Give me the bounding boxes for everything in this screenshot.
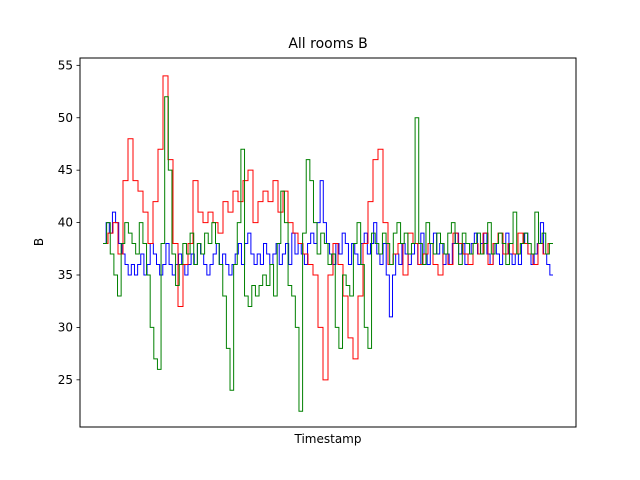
series-line-3: [103, 96, 553, 412]
series-layer: [103, 75, 553, 412]
y-tick-label: 40: [58, 216, 73, 230]
y-tick-label: 50: [58, 111, 73, 125]
y-tick-label: 25: [58, 373, 73, 387]
plot-frame: [79, 57, 577, 428]
series-line-2: [103, 75, 553, 381]
y-axis: 25 30 35 40 45 50 55: [58, 58, 80, 387]
y-tick-label: 30: [58, 320, 73, 334]
y-tick-label: 55: [58, 58, 73, 72]
chart-title: All rooms B: [288, 36, 367, 52]
y-axis-label: B: [32, 238, 46, 246]
y-tick-label: 35: [58, 268, 73, 282]
x-axis-label: Timestamp: [294, 432, 362, 446]
y-tick-label: 45: [58, 163, 73, 177]
